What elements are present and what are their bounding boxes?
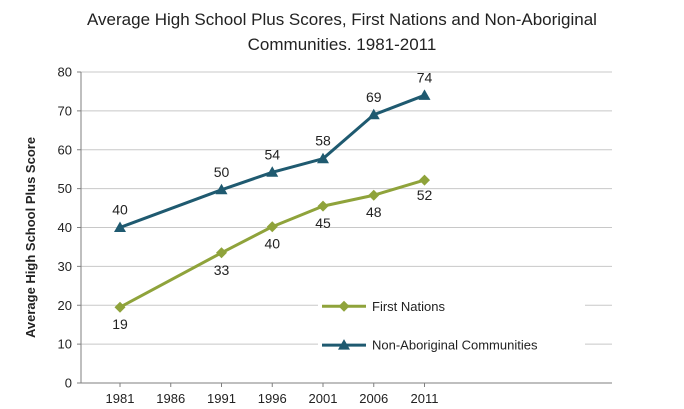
series-line-non-aboriginal: [119, 93, 426, 229]
data-point: [114, 301, 126, 313]
data-label: 19: [112, 316, 128, 332]
x-tick-label: 2006: [359, 391, 388, 406]
y-tick-label: 50: [58, 181, 72, 196]
data-point: [266, 166, 279, 177]
y-tick-label: 0: [65, 376, 72, 391]
chart-title-line-1: Average High School Plus Scores, First N…: [87, 10, 597, 29]
data-point: [317, 200, 329, 212]
data-point: [367, 108, 380, 120]
legend-label: Non-Aboriginal Communities: [372, 338, 538, 353]
data-label: 50: [214, 164, 230, 180]
data-label: 40: [264, 236, 280, 252]
data-label: 52: [417, 187, 433, 203]
data-point: [317, 152, 329, 164]
data-point: [418, 89, 431, 100]
y-tick-label: 40: [58, 220, 72, 235]
y-tick-label: 60: [58, 142, 72, 157]
x-tick-label: 2001: [309, 391, 338, 406]
y-tick-label: 70: [58, 103, 72, 118]
series-line-first-nations: [119, 178, 425, 309]
data-point: [266, 221, 278, 233]
data-label: 40: [112, 202, 128, 218]
data-point: [216, 247, 227, 259]
data-label: 33: [214, 262, 230, 278]
legend-marker: [338, 339, 350, 350]
y-tick-label: 80: [58, 65, 72, 80]
data-label: 58: [315, 133, 331, 149]
y-axis-label: Average High School Plus Score: [23, 137, 38, 338]
x-tick-label: 1991: [207, 391, 236, 406]
data-label: 45: [315, 215, 331, 231]
x-tick-label: 1996: [258, 391, 287, 406]
chart-title-line-2: Communities. 1981-2011: [247, 35, 437, 54]
y-tick-label: 10: [58, 337, 72, 352]
x-tick-label: 1986: [156, 391, 185, 406]
data-label: 74: [417, 69, 433, 85]
y-tick-label: 30: [58, 259, 72, 274]
data-point: [114, 221, 126, 232]
data-label: 48: [366, 204, 382, 220]
x-tick-label: 1981: [106, 391, 135, 406]
x-tick-label: 2011: [411, 391, 439, 406]
data-point: [419, 174, 430, 186]
data-point: [215, 183, 228, 195]
y-tick-label: 20: [58, 298, 72, 313]
data-point: [368, 189, 380, 201]
data-label: 69: [366, 89, 382, 105]
legend-label: First Nations: [372, 299, 445, 314]
legend-marker: [338, 300, 350, 312]
data-label: 54: [264, 146, 280, 162]
